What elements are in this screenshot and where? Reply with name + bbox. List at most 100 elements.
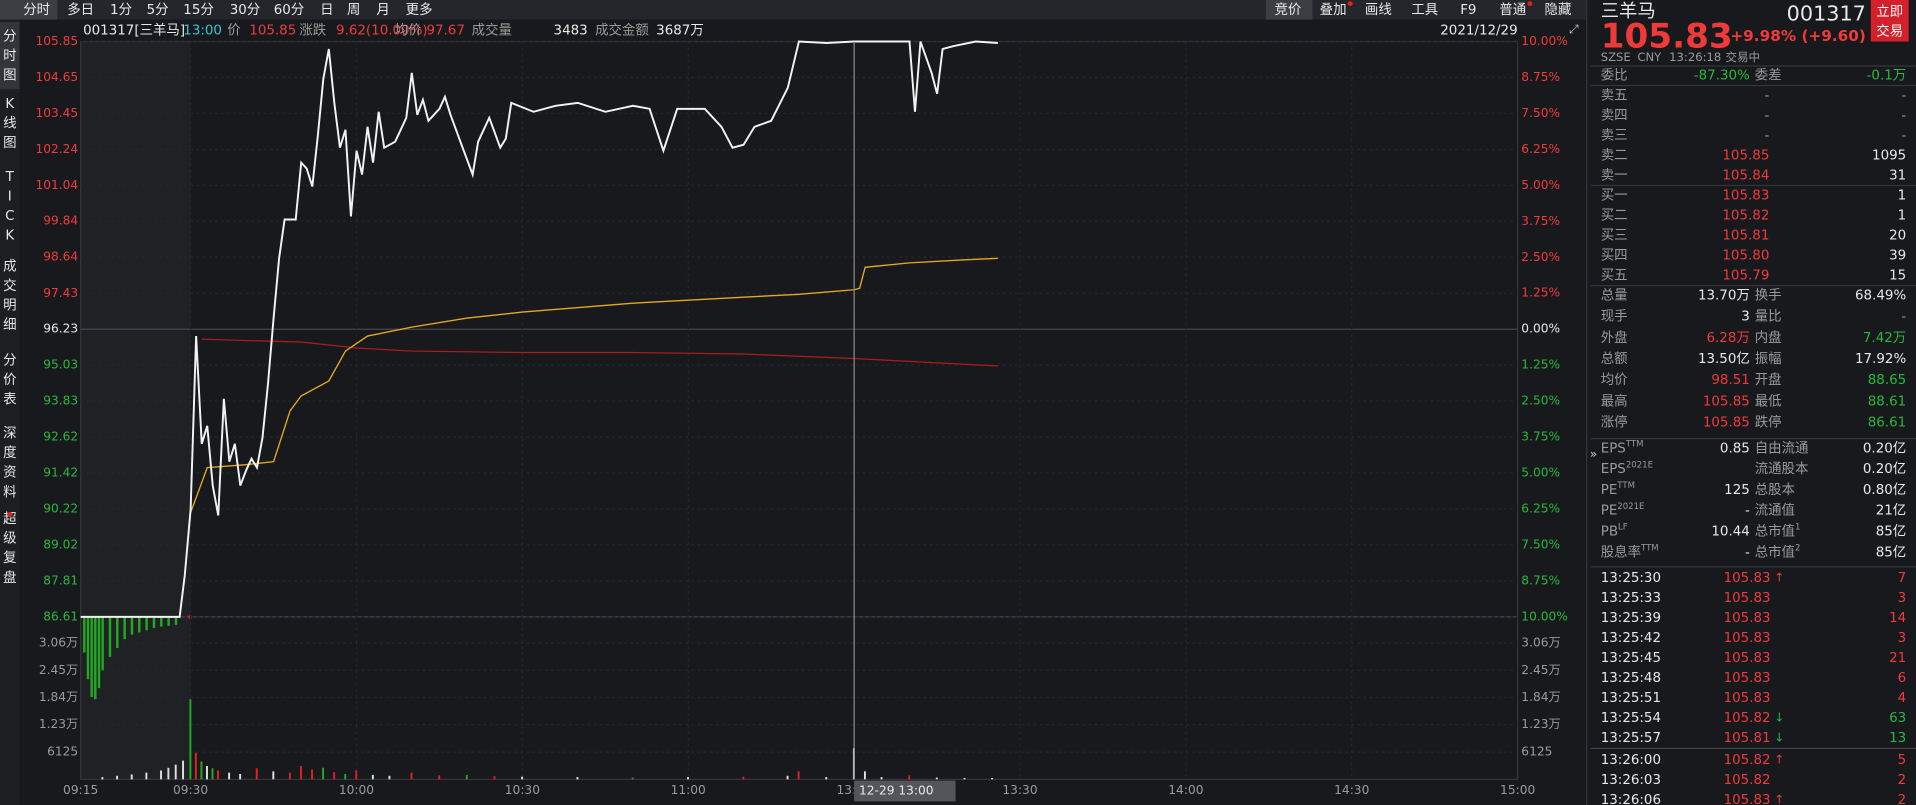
volume-bar <box>438 775 441 780</box>
toolbar-tool[interactable]: 叠加 <box>1320 2 1347 18</box>
fund-label: 总股本 <box>1755 482 1795 498</box>
auction-volume-bar <box>94 616 97 700</box>
volume-bar <box>371 774 374 780</box>
toolbar-tab[interactable]: 周 <box>347 3 360 18</box>
y-tick-label: 99.84 <box>43 214 78 228</box>
fund-value: 0.80亿 <box>1863 482 1906 498</box>
y2-tick-label: 2.50% <box>1521 250 1560 264</box>
book-label: 卖三 <box>1601 127 1628 143</box>
y2-tick-label: 10.00% <box>1521 34 1568 48</box>
quote-time: 13:26:18 <box>1669 50 1721 64</box>
volume-bar <box>344 774 347 780</box>
book-label: 买一 <box>1601 187 1628 203</box>
side-tab[interactable]: K 线图 <box>3 97 16 151</box>
tab-selected <box>1265 0 1313 20</box>
side-tab[interactable]: 分价表 <box>3 352 17 407</box>
zoom-icon[interactable]: ⤢ <box>1568 22 1579 36</box>
x-tick-label: 09:30 <box>173 783 208 797</box>
vol-tick-label: 3.06万 <box>1521 636 1560 650</box>
toolbar-tool[interactable]: 工具 <box>1411 3 1438 18</box>
volume-bar <box>908 775 911 780</box>
book-volume: 15 <box>1889 269 1906 284</box>
book-price: - <box>1765 128 1770 143</box>
expand-icon[interactable]: » <box>1590 447 1597 461</box>
trade-button[interactable] <box>1870 0 1909 42</box>
trade-price: 105.81 <box>1724 731 1771 746</box>
superscript: LF <box>1618 522 1628 532</box>
toolbar-tab[interactable]: 分时 <box>23 2 50 18</box>
pre-market-zone <box>80 41 191 780</box>
x-tick-label: 14:30 <box>1334 783 1369 797</box>
button-label[interactable]: 交易 <box>1876 23 1903 40</box>
toolbar-tab[interactable]: 1分 <box>110 2 132 18</box>
toolbar-tool[interactable]: F9 <box>1460 3 1476 18</box>
button-label[interactable]: 立即 <box>1876 4 1903 20</box>
trade-volume: 21 <box>1889 651 1906 666</box>
toolbar-tab[interactable]: 60分 <box>274 2 305 18</box>
average-line <box>189 257 998 513</box>
stat-label: 量比 <box>1755 309 1782 325</box>
auction-volume-bar <box>97 616 101 689</box>
toolbar-tool[interactable]: 隐藏 <box>1545 2 1572 18</box>
stat-label: 跌停 <box>1755 413 1782 430</box>
trade-volume: 13 <box>1889 731 1906 746</box>
toolbar-tab[interactable]: 日 <box>320 3 333 18</box>
fund-value: 0.20亿 <box>1863 440 1906 456</box>
y2-tick-label: 10.00% <box>1521 609 1568 623</box>
vol-tick-label: 2.45万 <box>1521 663 1560 677</box>
side-tab[interactable]: 分时图 <box>3 29 16 84</box>
volume-bar <box>228 772 231 780</box>
vol-tick-label: 1.84万 <box>39 690 78 704</box>
trade-arrow: ↑ <box>1774 793 1784 805</box>
toolbar-tab[interactable]: 15分 <box>183 2 214 18</box>
toolbar-tool[interactable]: 普通 <box>1499 2 1526 18</box>
toolbar-tab[interactable]: 月 <box>376 3 389 18</box>
side-bar <box>0 19 20 805</box>
y2-tick-label: 3.75% <box>1521 214 1560 228</box>
volume-bar <box>200 761 203 780</box>
stat-value: 13.50亿 <box>1698 351 1750 367</box>
volume-bar <box>211 768 214 780</box>
volume-bar <box>742 776 745 780</box>
x-tick-label: 09:15 <box>63 783 98 797</box>
book-volume: - <box>1901 108 1906 123</box>
trade-arrow: ↓ <box>1774 711 1784 725</box>
toolbar-tab[interactable]: 30分 <box>230 2 261 18</box>
side-tab-selected <box>0 21 20 90</box>
vol-tick-label: 6125 <box>1521 745 1552 759</box>
x-tick-label: 13:30 <box>1002 783 1037 797</box>
volume-bar <box>160 770 163 780</box>
stat-value: 17.92% <box>1855 352 1906 367</box>
info-change-label: 涨跌 <box>299 23 326 39</box>
side-tab[interactable]: 成交明细 <box>3 258 16 333</box>
stat-label: 外盘 <box>1601 329 1628 346</box>
info-amount-label: 成交金额 <box>595 22 649 39</box>
toolbar <box>0 0 1587 20</box>
side-tab[interactable]: 超级复盘 <box>3 511 17 586</box>
info-price-label: 价 <box>227 24 241 39</box>
side-tab[interactable]: 深度资料 <box>3 426 16 501</box>
book-volume: 39 <box>1889 249 1906 264</box>
y2-tick-label: 7.50% <box>1521 537 1560 551</box>
info-price: 105.85 <box>249 24 296 39</box>
volume-bar <box>205 765 208 780</box>
y2-tick-label: 1.25% <box>1521 286 1560 300</box>
trade-price: 105.83 <box>1724 651 1771 666</box>
toolbar-tab[interactable]: 更多 <box>406 1 433 18</box>
toolbar-tool[interactable]: 竞价 <box>1274 1 1301 18</box>
toolbar-tab[interactable]: 5分 <box>147 2 169 18</box>
book-volume: 1095 <box>1872 148 1906 163</box>
stat-value: 86.61 <box>1868 415 1906 430</box>
volume-bar <box>410 772 413 780</box>
trade-price: 105.83 <box>1724 691 1771 706</box>
auction-volume-bar <box>138 616 141 633</box>
y-tick-label: 97.43 <box>43 286 78 300</box>
volume-bar <box>576 777 579 780</box>
toolbar-tab[interactable]: 多日 <box>67 1 94 18</box>
toolbar-tool[interactable]: 画线 <box>1365 2 1392 18</box>
volume-bar <box>863 771 866 780</box>
quote-currency: CNY <box>1637 50 1662 64</box>
trade-time: 13:25:54 <box>1601 711 1661 726</box>
